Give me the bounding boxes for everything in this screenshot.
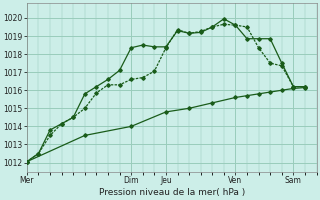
X-axis label: Pression niveau de la mer( hPa ): Pression niveau de la mer( hPa ): [99, 188, 245, 197]
